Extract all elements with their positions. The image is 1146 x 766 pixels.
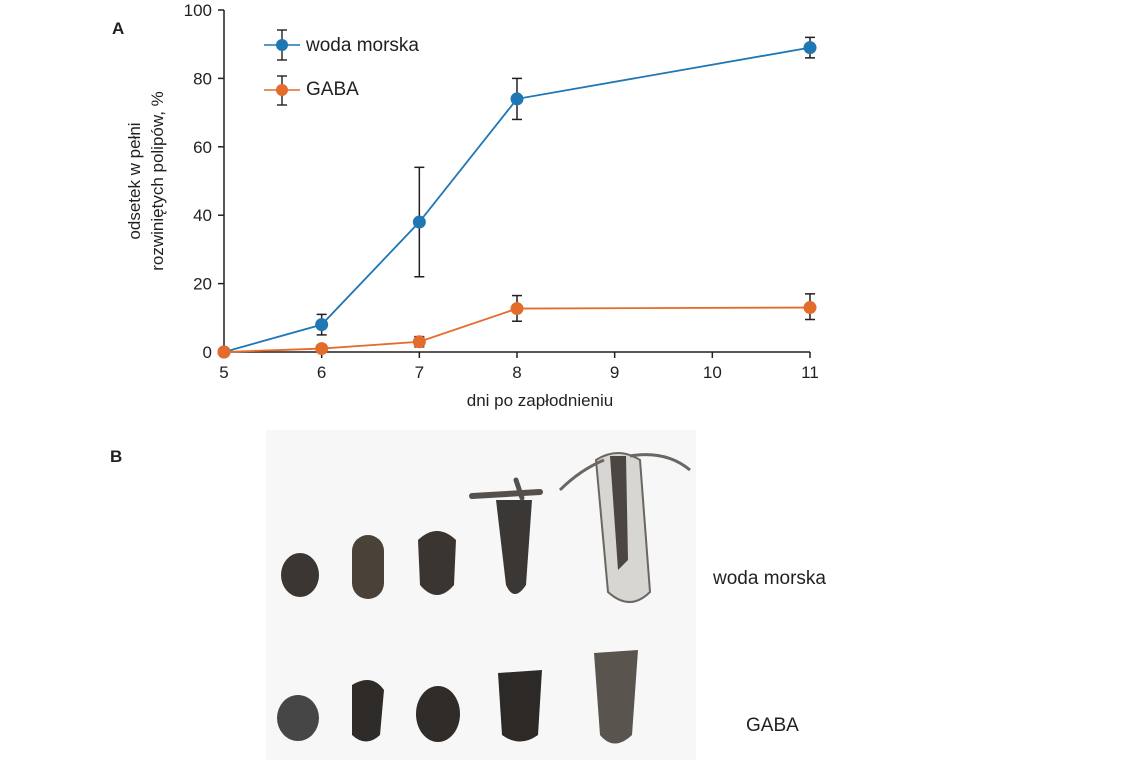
polyp-row-woda-morska xyxy=(281,452,691,603)
x-ticks: 5 6 7 8 9 10 11 xyxy=(219,352,819,382)
polyp-row-gaba xyxy=(277,650,638,744)
y-tick-label-20: 20 xyxy=(193,275,212,294)
y-axis-label-line1: odsetek w pełni xyxy=(125,122,144,239)
data-series xyxy=(217,36,817,359)
point-gaba-11 xyxy=(803,301,817,315)
row-label-woda-morska: woda morska xyxy=(712,568,826,589)
legend-label-woda-morska: woda morska xyxy=(305,35,419,56)
y-tick-label-80: 80 xyxy=(193,69,212,88)
legend: woda morska GABA xyxy=(264,29,419,106)
legend-marker-woda-morska xyxy=(276,39,288,51)
x-tick-label-9: 9 xyxy=(610,363,619,382)
y-ticks: 0 20 40 60 80 100 xyxy=(184,1,224,362)
x-tick-label-7: 7 xyxy=(415,363,424,382)
polyp-top-5-tentacles-left xyxy=(558,458,605,492)
y-axis-label-line2: rozwiniętych polipów, % xyxy=(148,91,167,271)
legend-item-woda-morska: woda morska xyxy=(264,29,419,61)
polyp-top-5-tentacles-right xyxy=(629,453,691,472)
y-tick-label-0: 0 xyxy=(203,343,212,362)
polyp-top-4 xyxy=(496,500,532,594)
y-tick-label-60: 60 xyxy=(193,138,212,157)
point-woda-morska-7 xyxy=(412,215,426,229)
polyp-bottom-4 xyxy=(498,670,542,742)
polyp-top-1 xyxy=(281,553,319,597)
x-tick-label-5: 5 xyxy=(219,363,228,382)
y-tick-label-100: 100 xyxy=(184,1,212,20)
polyp-top-2 xyxy=(352,535,384,599)
polyp-photographs xyxy=(266,430,696,760)
panel-a-label: A xyxy=(112,19,124,38)
point-woda-morska-8 xyxy=(510,92,524,106)
polyp-bottom-5 xyxy=(594,650,638,744)
polyp-top-3 xyxy=(418,531,456,595)
polyp-top-4-tentacle-tip xyxy=(513,477,525,501)
legend-marker-gaba xyxy=(276,84,288,96)
x-tick-label-10: 10 xyxy=(703,363,722,382)
point-gaba-6 xyxy=(315,342,329,356)
x-axis-label: dni po zapłodnieniu xyxy=(467,391,614,410)
legend-label-gaba: GABA xyxy=(306,79,359,100)
panel-b-label: B xyxy=(110,447,122,466)
x-tick-label-11: 11 xyxy=(801,363,819,382)
polyp-bottom-2 xyxy=(352,680,384,742)
legend-item-gaba: GABA xyxy=(264,75,359,106)
x-tick-label-6: 6 xyxy=(317,363,326,382)
polyp-bottom-1 xyxy=(277,695,319,741)
point-woda-morska-6 xyxy=(315,318,329,332)
point-gaba-7 xyxy=(412,335,426,349)
point-woda-morska-11 xyxy=(803,41,817,55)
polyp-top-4-tentacles xyxy=(469,489,543,499)
polyp-top-5-center xyxy=(610,456,628,570)
polyp-bottom-3 xyxy=(416,686,460,742)
y-tick-label-40: 40 xyxy=(193,206,212,225)
x-tick-label-8: 8 xyxy=(512,363,521,382)
point-gaba-8 xyxy=(510,302,524,316)
row-label-gaba: GABA xyxy=(746,715,799,736)
series-gaba xyxy=(217,293,817,359)
point-gaba-5 xyxy=(217,345,231,359)
